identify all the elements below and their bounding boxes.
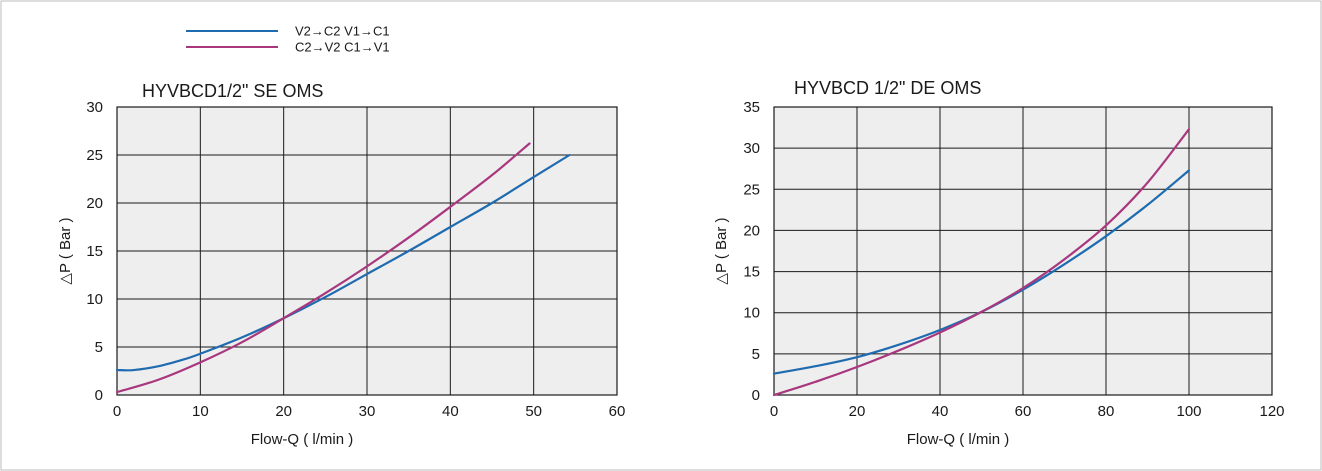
y-tick-label: 20 — [86, 195, 103, 212]
legend-label-2: C2→V2 C1→V1 — [295, 40, 390, 55]
plot-frame — [116, 106, 618, 396]
x-tick-label: 0 — [770, 403, 778, 420]
y-tick-label: 25 — [743, 181, 760, 198]
chart-title: HYVBCD1/2" SE OMS — [142, 81, 323, 101]
x-tick-label: 120 — [1259, 403, 1284, 420]
y-tick-label: 20 — [743, 222, 760, 239]
chart-se-oms: 0 10 20 30 40 50 60 0 5 10 15 20 25 30 HYVBCD1/2" SE O… — [57, 81, 625, 448]
chart-de-oms: 0 20 40 60 80 100 120 0 5 10 15 20 25 30 35 HYVBCD 1/2"… — [713, 78, 1285, 448]
x-tick-label: 50 — [525, 403, 542, 420]
y-tick-label: 25 — [86, 147, 103, 164]
x-tick-label: 0 — [113, 403, 121, 420]
x-tick-label: 20 — [849, 403, 866, 420]
x-tick-label: 40 — [932, 403, 949, 420]
y-tick-label: 5 — [95, 339, 103, 356]
y-tick-label: 35 — [743, 99, 760, 116]
legend-label-1: V2→C2 V1→C1 — [295, 24, 390, 39]
y-tick-label: 15 — [86, 243, 103, 260]
y-axis-label: △P ( Bar ) — [57, 217, 74, 284]
x-tick-label: 60 — [1015, 403, 1032, 420]
x-axis-label: Flow-Q ( l/min ) — [907, 431, 1010, 448]
y-tick-label: 0 — [95, 387, 103, 404]
plot-frame — [773, 106, 1273, 396]
x-tick-label: 100 — [1176, 403, 1201, 420]
y-tick-label: 10 — [86, 291, 103, 308]
x-tick-label: 20 — [275, 403, 292, 420]
y-tick-label: 30 — [743, 140, 760, 157]
chart-title: HYVBCD 1/2" DE OMS — [794, 78, 981, 98]
x-tick-label: 60 — [609, 403, 626, 420]
x-tick-label: 30 — [359, 403, 376, 420]
y-tick-label: 0 — [752, 387, 760, 404]
x-tick-label: 80 — [1098, 403, 1115, 420]
series-line-c-to-v — [772, 128, 1191, 397]
y-tick-label: 15 — [743, 264, 760, 281]
x-axis-label: Flow-Q ( l/min ) — [251, 431, 354, 448]
x-tick-label: 40 — [442, 403, 459, 420]
y-tick-label: 30 — [86, 99, 103, 116]
y-tick-label: 5 — [752, 346, 760, 363]
y-axis-label: △P ( Bar ) — [713, 217, 730, 284]
series-line-v-to-c — [115, 153, 571, 372]
y-tick-label: 10 — [743, 305, 760, 322]
series-line-c-to-v — [115, 142, 531, 394]
x-tick-label: 10 — [192, 403, 209, 420]
